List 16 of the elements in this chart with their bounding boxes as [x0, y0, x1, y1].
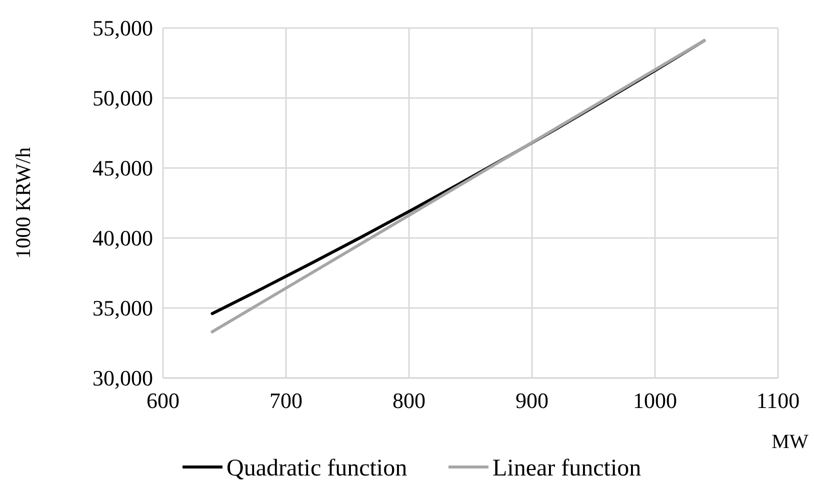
y-tick-label: 35,000	[92, 296, 153, 321]
y-tick-label: 30,000	[92, 366, 153, 391]
y-tick-label: 55,000	[92, 16, 153, 41]
x-axis-title: MW	[772, 431, 808, 453]
y-axis-title: 1000 KRW/h	[11, 146, 35, 259]
legend-label: Quadratic function	[226, 455, 408, 482]
x-tick-label: 800	[392, 388, 426, 413]
y-tick-label: 45,000	[92, 156, 153, 181]
x-tick-label: 1000	[633, 388, 677, 413]
x-tick-label: 600	[146, 388, 180, 413]
x-tick-label: 700	[270, 388, 302, 413]
x-tick-label: 900	[516, 388, 548, 413]
y-tick-label: 50,000	[92, 86, 153, 111]
x-tick-label: 1100	[756, 388, 800, 413]
y-tick-label: 40,000	[92, 226, 153, 251]
legend-label: Linear function	[492, 455, 642, 482]
